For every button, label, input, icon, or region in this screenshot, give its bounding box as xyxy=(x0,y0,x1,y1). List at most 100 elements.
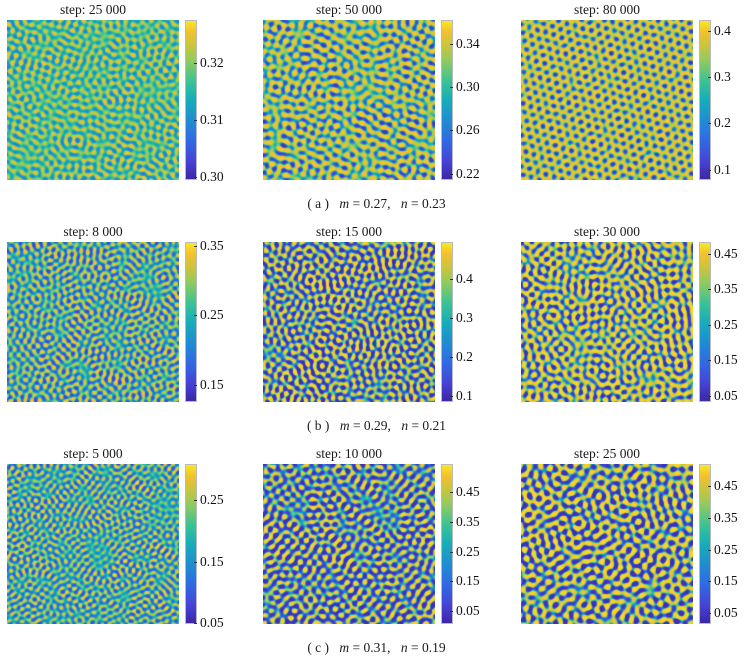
colorbar-tick-mark xyxy=(194,120,197,121)
colorbar-tick-mark xyxy=(450,173,453,175)
caption-c-m: m = 0.31, xyxy=(339,640,391,655)
panels-row-c: step: 5 000 0.05 0.15 0.25 step: 10 000 0.… xyxy=(0,446,753,630)
heatmap-canvas-b2 xyxy=(263,242,435,402)
colorbar-gradient xyxy=(185,20,197,180)
colorbar-tick-mark xyxy=(708,517,711,519)
colorbar-c2: 0.05 0.15 0.25 0.35 0.45 xyxy=(441,464,499,624)
caption-a: ( a ) m = 0.27, n = 0.23 xyxy=(0,196,753,216)
colorbar-tick-label: 0.15 xyxy=(714,573,738,589)
panel-c1: step: 5 000 0.05 0.15 0.25 xyxy=(0,446,251,630)
heatmap-canvas-a3 xyxy=(521,20,693,180)
colorbar-tick-label: 0.35 xyxy=(714,509,738,525)
panel-title: step: 25 000 xyxy=(574,446,640,461)
colorbar-tick-label: 0.45 xyxy=(456,484,480,499)
heatmap-canvas-c3 xyxy=(521,464,693,624)
colorbar-tick-label: 0.25 xyxy=(714,541,738,557)
panel-a3: step: 80 000 0.1 0.2 0.3 0.4 xyxy=(502,2,753,180)
colorbar-tick-label: 0.35 xyxy=(456,513,480,529)
colorbar-tick-mark xyxy=(194,246,197,248)
colorbar-tick-mark xyxy=(708,581,711,583)
panel-a1: step: 25 000 0.30 0.31 0.32 xyxy=(0,2,251,184)
colorbar-tick-mark xyxy=(708,77,711,79)
colorbar-tick-label: 0.3 xyxy=(714,69,731,85)
colorbar-tick-mark xyxy=(708,360,711,362)
colorbar-tick-label: 0.25 xyxy=(200,492,224,508)
panel-b1: step: 8 000 0.15 0.25 0.35 xyxy=(0,224,251,402)
colorbar-tick-label: 0.3 xyxy=(456,309,473,325)
colorbar-tick-mark xyxy=(708,612,711,614)
caption-b-n: n = 0.21 xyxy=(401,418,447,433)
panel-title: step: 10 000 xyxy=(316,446,382,461)
caption-b-label: ( b ) xyxy=(306,418,330,433)
figure-row-a: step: 25 000 0.30 0.31 0.32 step: 50 000 0… xyxy=(0,0,753,222)
panel-title: step: 80 000 xyxy=(574,2,640,17)
caption-a-label: ( a ) xyxy=(307,196,330,211)
colorbar-tick-mark xyxy=(450,43,453,45)
heatmap-canvas-c2 xyxy=(263,464,435,624)
colorbar-tick-mark xyxy=(708,254,711,256)
panel-c3: step: 25 000 0.05 0.15 0.25 0.35 0.45 xyxy=(502,446,753,624)
colorbar-tick-label: 0.35 xyxy=(714,281,738,297)
colorbar-tick-label: 0.25 xyxy=(456,543,480,559)
panel-title: step: 25 000 xyxy=(60,2,126,17)
colorbar-gradient xyxy=(185,464,197,624)
colorbar-tick-label: 0.4 xyxy=(456,270,473,286)
colorbar-tick-mark xyxy=(450,581,453,583)
colorbar-tick-mark xyxy=(194,384,197,386)
caption-c-label: ( c ) xyxy=(307,640,330,655)
colorbar-tick-mark xyxy=(194,623,197,625)
colorbar-tick-mark xyxy=(450,130,453,132)
colorbar-tick-mark xyxy=(450,492,453,493)
colorbar-tick-label: 0.25 xyxy=(714,316,738,332)
colorbar-tick-label: 0.25 xyxy=(200,307,224,323)
colorbar-tick-label: 0.22 xyxy=(456,165,480,181)
colorbar-tick-label: 0.1 xyxy=(714,161,731,177)
colorbar-gradient xyxy=(699,464,711,624)
colorbar-tick-label: 0.35 xyxy=(200,238,224,254)
colorbar-tick-label: 0.05 xyxy=(714,604,738,620)
colorbar-a3: 0.1 0.2 0.3 0.4 xyxy=(699,20,753,180)
heatmap-canvas-c1 xyxy=(7,464,179,624)
colorbar-tick-label: 0.45 xyxy=(714,246,738,262)
colorbar-b3: 0.05 0.15 0.25 0.35 0.45 xyxy=(699,242,753,403)
caption-c-n: n = 0.19 xyxy=(400,640,446,655)
colorbar-tick-label: 0.15 xyxy=(200,376,224,392)
caption-b: ( b ) m = 0.29, n = 0.21 xyxy=(0,418,753,438)
colorbar-tick-mark xyxy=(450,278,453,280)
panel-c2: step: 10 000 0.05 0.15 0.25 0.35 0.45 xyxy=(251,446,502,624)
colorbar-tick-mark xyxy=(450,395,453,397)
colorbar-tick-label: 0.26 xyxy=(456,122,480,138)
panels-row-a: step: 25 000 0.30 0.31 0.32 step: 50 000 0… xyxy=(0,2,753,184)
colorbar-tick-label: 0.2 xyxy=(714,115,731,131)
colorbar-tick-mark xyxy=(450,87,453,89)
colorbar-tick-mark xyxy=(194,315,197,317)
colorbar-tick-label: 0.2 xyxy=(456,348,473,364)
colorbar-tick-mark xyxy=(708,123,711,125)
colorbar-tick-mark xyxy=(708,324,711,326)
colorbar-tick-mark xyxy=(450,551,453,553)
colorbar-gradient xyxy=(185,242,197,402)
panels-row-b: step: 8 000 0.15 0.25 0.35 step: 15 000 0.… xyxy=(0,224,753,403)
panel-b3: step: 30 000 0.05 0.15 0.25 0.35 0.45 xyxy=(502,224,753,403)
colorbar-gradient xyxy=(699,242,711,402)
heatmap-canvas-a2 xyxy=(263,20,435,180)
colorbar-tick-mark xyxy=(450,317,453,319)
caption-a-m: m = 0.27, xyxy=(339,196,391,211)
caption-a-n: n = 0.23 xyxy=(400,196,446,211)
colorbar-tick-mark xyxy=(708,486,711,488)
colorbar-tick-label: 0.15 xyxy=(714,352,738,368)
heatmap-canvas-b1 xyxy=(7,242,179,402)
colorbar-tick-mark xyxy=(450,521,453,523)
colorbar-c3: 0.05 0.15 0.25 0.35 0.45 xyxy=(699,464,753,624)
colorbar-tick-label: 0.1 xyxy=(456,387,473,403)
colorbar-tick-label: 0.15 xyxy=(200,553,224,569)
colorbar-tick-mark xyxy=(708,549,711,551)
colorbar-tick-mark xyxy=(450,356,453,358)
panel-title: step: 30 000 xyxy=(574,224,640,239)
colorbar-tick-mark xyxy=(450,611,453,613)
colorbar-tick-label: 0.4 xyxy=(714,22,731,38)
colorbar-b2: 0.1 0.2 0.3 0.4 xyxy=(441,242,499,403)
colorbar-tick-label: 0.34 xyxy=(456,35,480,51)
caption-c: ( c ) m = 0.31, n = 0.19 xyxy=(0,640,753,660)
